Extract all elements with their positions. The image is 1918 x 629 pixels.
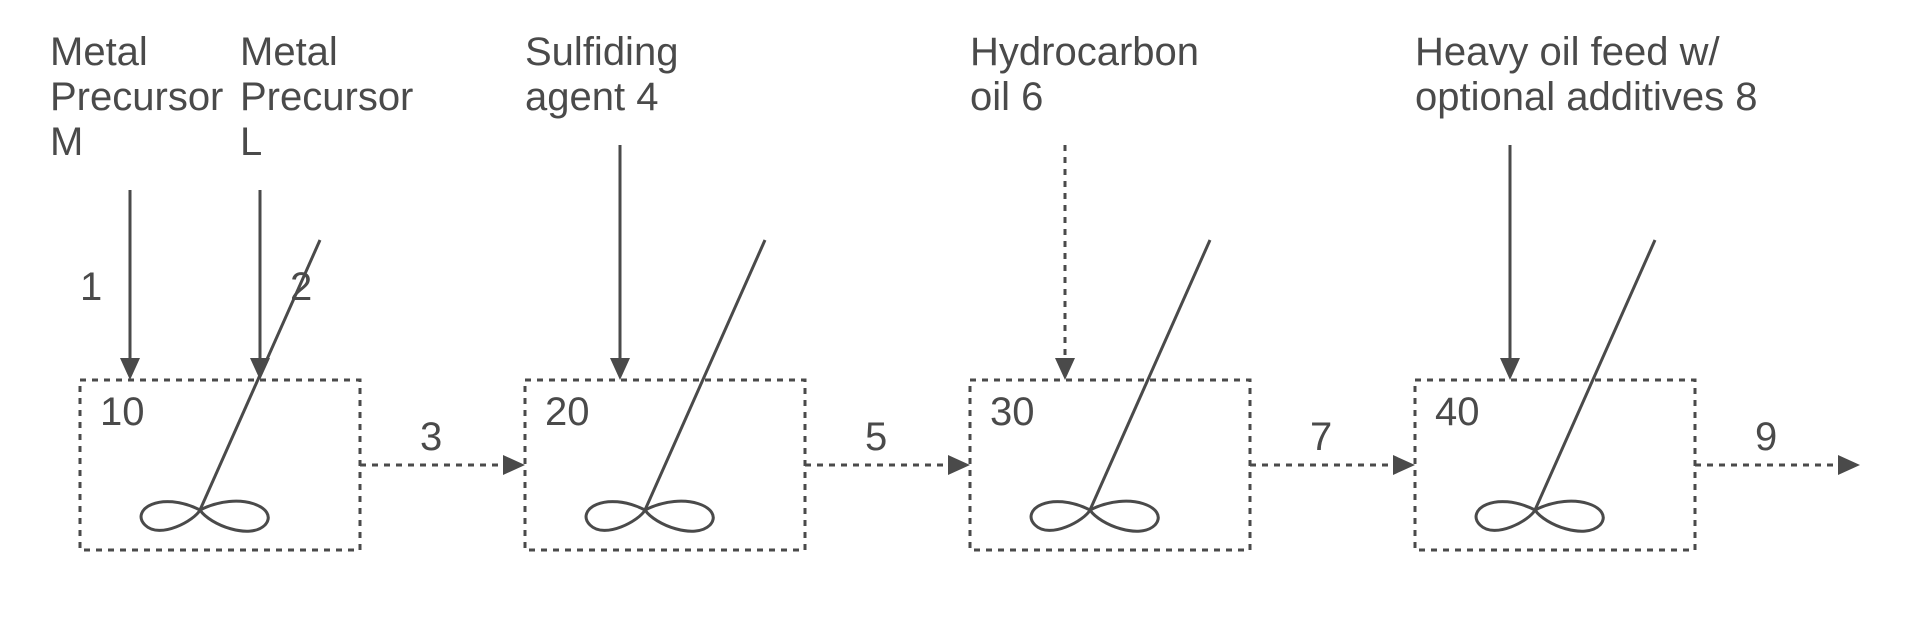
metal-l-line2: Precursor bbox=[240, 75, 413, 119]
input-heavy-oil-feed: Heavy oil feed w/ optional additives 8 bbox=[1415, 30, 1757, 380]
stream-7: 7 bbox=[1250, 415, 1415, 475]
vessel-10-id: 10 bbox=[100, 390, 145, 434]
input-metal-precursor-l: Metal Precursor L 2 bbox=[240, 30, 413, 380]
input-sulfiding-agent: Sulfiding agent 4 bbox=[525, 30, 678, 380]
vessel-40: 40 bbox=[1415, 240, 1695, 550]
vessel-40-id: 40 bbox=[1435, 390, 1480, 434]
heavy-oil-line2: optional additives 8 bbox=[1415, 75, 1757, 119]
vessel-30: 30 bbox=[970, 240, 1250, 550]
stream-5: 5 bbox=[805, 415, 970, 475]
stream-3: 3 bbox=[360, 415, 525, 475]
metal-m-line3: M bbox=[50, 120, 83, 164]
vessel-20-id: 20 bbox=[545, 390, 590, 434]
hydrocarbon-line2: oil 6 bbox=[970, 75, 1043, 119]
metal-l-line3: L bbox=[240, 120, 262, 164]
stirrer-paddle-icon bbox=[586, 501, 713, 531]
stream-5-num: 5 bbox=[865, 415, 887, 459]
metal-l-line1: Metal bbox=[240, 30, 338, 74]
stream-1-num: 1 bbox=[80, 265, 102, 309]
stirrer-paddle-icon bbox=[1031, 501, 1158, 531]
stream-9: 9 bbox=[1695, 415, 1860, 475]
sulfiding-line1: Sulfiding bbox=[525, 30, 678, 74]
input-metal-precursor-m: Metal Precursor M 1 bbox=[50, 30, 223, 380]
stirrer-paddle-icon bbox=[1476, 501, 1603, 531]
vessel-30-id: 30 bbox=[990, 390, 1035, 434]
stirrer-shaft-icon bbox=[1090, 240, 1210, 510]
input-hydrocarbon-oil: Hydrocarbon oil 6 bbox=[970, 30, 1199, 380]
stream-7-num: 7 bbox=[1310, 415, 1332, 459]
hydrocarbon-line1: Hydrocarbon bbox=[970, 30, 1199, 74]
sulfiding-line2: agent 4 bbox=[525, 75, 658, 119]
vessel-20: 20 bbox=[525, 240, 805, 550]
metal-m-line2: Precursor bbox=[50, 75, 223, 119]
stream-3-num: 3 bbox=[420, 415, 442, 459]
stream-2-num: 2 bbox=[290, 265, 312, 309]
stirrer-shaft-icon bbox=[1535, 240, 1655, 510]
heavy-oil-line1: Heavy oil feed w/ bbox=[1415, 30, 1720, 74]
vessel-10: 10 bbox=[80, 240, 360, 550]
stream-9-num: 9 bbox=[1755, 415, 1777, 459]
metal-m-line1: Metal bbox=[50, 30, 148, 74]
stirrer-paddle-icon bbox=[141, 501, 268, 531]
stirrer-shaft-icon bbox=[645, 240, 765, 510]
